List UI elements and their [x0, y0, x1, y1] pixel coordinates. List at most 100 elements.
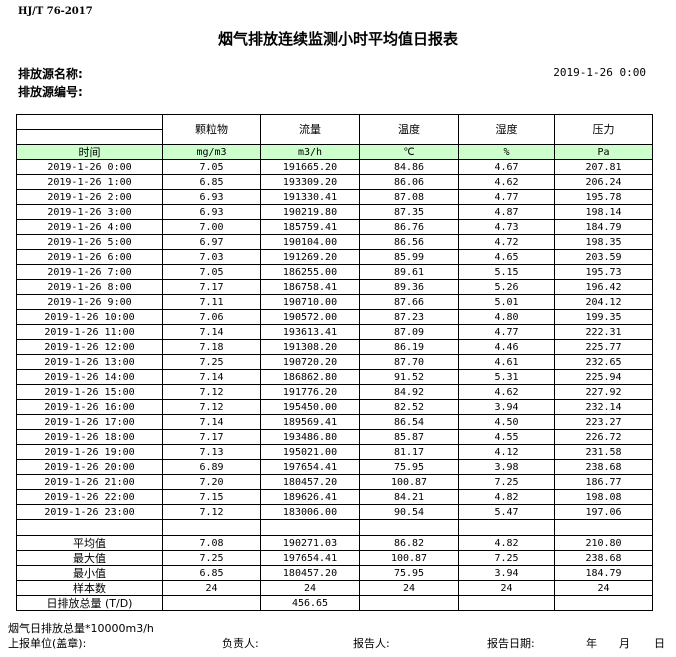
- value-cell: 7.05: [162, 159, 261, 175]
- value-cell: 186862.80: [260, 369, 360, 385]
- row-label-cell: 2019-1-26 1:00: [16, 174, 163, 190]
- corner-cell: [16, 129, 163, 145]
- row-label-cell: 2019-1-26 7:00: [16, 264, 163, 280]
- row-label-cell: 2019-1-26 23:00: [16, 504, 163, 520]
- value-cell: 195021.00: [260, 444, 360, 460]
- blank-row: [16, 519, 653, 536]
- value-cell: 7.15: [162, 489, 261, 505]
- value-cell: 195.73: [554, 264, 653, 280]
- row-label-cell: 2019-1-26 12:00: [16, 339, 163, 355]
- value-cell: 4.46: [458, 339, 555, 355]
- value-cell: 86.76: [359, 219, 459, 235]
- value-cell: 5.01: [458, 294, 555, 310]
- value-cell: 5.15: [458, 264, 555, 280]
- value-cell: 87.23: [359, 309, 459, 325]
- hourly-row: 2019-1-26 20:00 6.89 197654.41 75.95 3.98 238…: [16, 459, 653, 475]
- value-cell: 5.26: [458, 279, 555, 295]
- value-cell: 7.12: [162, 384, 261, 400]
- row-label-cell: 2019-1-26 9:00: [16, 294, 163, 310]
- value-cell: 4.65: [458, 249, 555, 265]
- value-cell: 191776.20: [260, 384, 360, 400]
- value-cell: [260, 519, 360, 536]
- value-cell: 89.36: [359, 279, 459, 295]
- value-cell: 6.85: [162, 565, 261, 581]
- summary-row: 平均值 7.08 190271.03 86.82 4.82 210.80: [16, 535, 653, 551]
- hourly-row: 2019-1-26 16:00 7.12 195450.00 82.52 3.94 232…: [16, 399, 653, 415]
- value-cell: 24: [260, 580, 360, 596]
- reporting-unit-label: 上报单位(盖章):: [8, 637, 87, 650]
- row-label-cell: 2019-1-26 14:00: [16, 369, 163, 385]
- value-cell: 7.20: [162, 474, 261, 490]
- day-label: 日: [654, 637, 665, 650]
- report-datetime: 2019-1-26 0:00: [553, 66, 646, 79]
- value-cell: 238.68: [554, 459, 653, 475]
- value-cell: 87.08: [359, 189, 459, 205]
- value-cell: 206.24: [554, 174, 653, 190]
- value-cell: 7.12: [162, 399, 261, 415]
- value-cell: 86.06: [359, 174, 459, 190]
- value-cell: 222.31: [554, 324, 653, 340]
- hourly-row: 2019-1-26 0:00 7.05 191665.20 84.86 4.67 207.…: [16, 159, 653, 175]
- col-header: 颗粒物: [162, 114, 261, 145]
- value-cell: 231.58: [554, 444, 653, 460]
- value-cell: 75.95: [359, 459, 459, 475]
- row-label-cell: 样本数: [16, 580, 163, 596]
- value-cell: 190271.03: [260, 535, 360, 551]
- value-cell: 86.54: [359, 414, 459, 430]
- value-cell: 207.81: [554, 159, 653, 175]
- value-cell: 197654.41: [260, 550, 360, 566]
- value-cell: 100.87: [359, 550, 459, 566]
- value-cell: 7.25: [162, 550, 261, 566]
- value-cell: 7.03: [162, 249, 261, 265]
- row-label-cell: 2019-1-26 2:00: [16, 189, 163, 205]
- value-cell: 4.72: [458, 234, 555, 250]
- value-cell: 100.87: [359, 474, 459, 490]
- value-cell: 24: [162, 580, 261, 596]
- hourly-row: 2019-1-26 2:00 6.93 191330.41 87.08 4.77 195.…: [16, 189, 653, 205]
- value-cell: 84.92: [359, 384, 459, 400]
- col-header: 压力: [554, 114, 653, 145]
- value-cell: 89.61: [359, 264, 459, 280]
- value-cell: 7.18: [162, 339, 261, 355]
- hourly-row: 2019-1-26 13:00 7.25 190720.20 87.70 4.61 232…: [16, 354, 653, 370]
- value-cell: 180457.20: [260, 474, 360, 490]
- value-cell: 193309.20: [260, 174, 360, 190]
- hourly-row: 2019-1-26 23:00 7.12 183006.00 90.54 5.47 197…: [16, 504, 653, 520]
- row-label-cell: 最大值: [16, 550, 163, 566]
- value-cell: 85.99: [359, 249, 459, 265]
- row-label-cell: 最小值: [16, 565, 163, 581]
- value-cell: 225.94: [554, 369, 653, 385]
- value-cell: 81.17: [359, 444, 459, 460]
- value-cell: [162, 595, 261, 611]
- row-label-cell: 2019-1-26 8:00: [16, 279, 163, 295]
- value-cell: 7.17: [162, 429, 261, 445]
- hourly-row: 2019-1-26 19:00 7.13 195021.00 81.17 4.12 231…: [16, 444, 653, 460]
- col-header: 湿度: [458, 114, 555, 145]
- source-code-label: 排放源编号:: [18, 85, 83, 99]
- value-cell: 90.54: [359, 504, 459, 520]
- value-cell: [554, 519, 653, 536]
- value-cell: 7.25: [458, 474, 555, 490]
- hourly-row: 2019-1-26 5:00 6.97 190104.00 86.56 4.72 198.…: [16, 234, 653, 250]
- value-cell: 3.94: [458, 399, 555, 415]
- value-cell: 203.59: [554, 249, 653, 265]
- value-cell: 85.87: [359, 429, 459, 445]
- unit-cell: mg/m3: [162, 144, 261, 160]
- hourly-row: 2019-1-26 1:00 6.85 193309.20 86.06 4.62 206.…: [16, 174, 653, 190]
- value-cell: 193613.41: [260, 324, 360, 340]
- report-date-label: 报告日期:: [487, 637, 535, 650]
- value-cell: 190710.00: [260, 294, 360, 310]
- hourly-row: 2019-1-26 6:00 7.03 191269.20 85.99 4.65 203.…: [16, 249, 653, 265]
- col-header: 温度: [359, 114, 459, 145]
- value-cell: 4.87: [458, 204, 555, 220]
- row-label-cell: 2019-1-26 16:00: [16, 399, 163, 415]
- row-label-cell: 2019-1-26 4:00: [16, 219, 163, 235]
- value-cell: 196.42: [554, 279, 653, 295]
- hourly-row: 2019-1-26 3:00 6.93 190219.80 87.35 4.87 198.…: [16, 204, 653, 220]
- value-cell: 456.65: [260, 595, 360, 611]
- value-cell: 4.73: [458, 219, 555, 235]
- value-cell: 191665.20: [260, 159, 360, 175]
- value-cell: 197.06: [554, 504, 653, 520]
- value-cell: 193486.80: [260, 429, 360, 445]
- value-cell: 24: [359, 580, 459, 596]
